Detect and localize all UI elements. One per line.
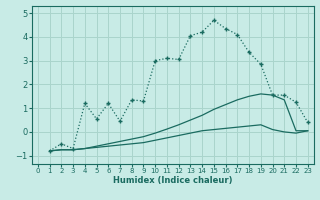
X-axis label: Humidex (Indice chaleur): Humidex (Indice chaleur) [113, 176, 233, 185]
